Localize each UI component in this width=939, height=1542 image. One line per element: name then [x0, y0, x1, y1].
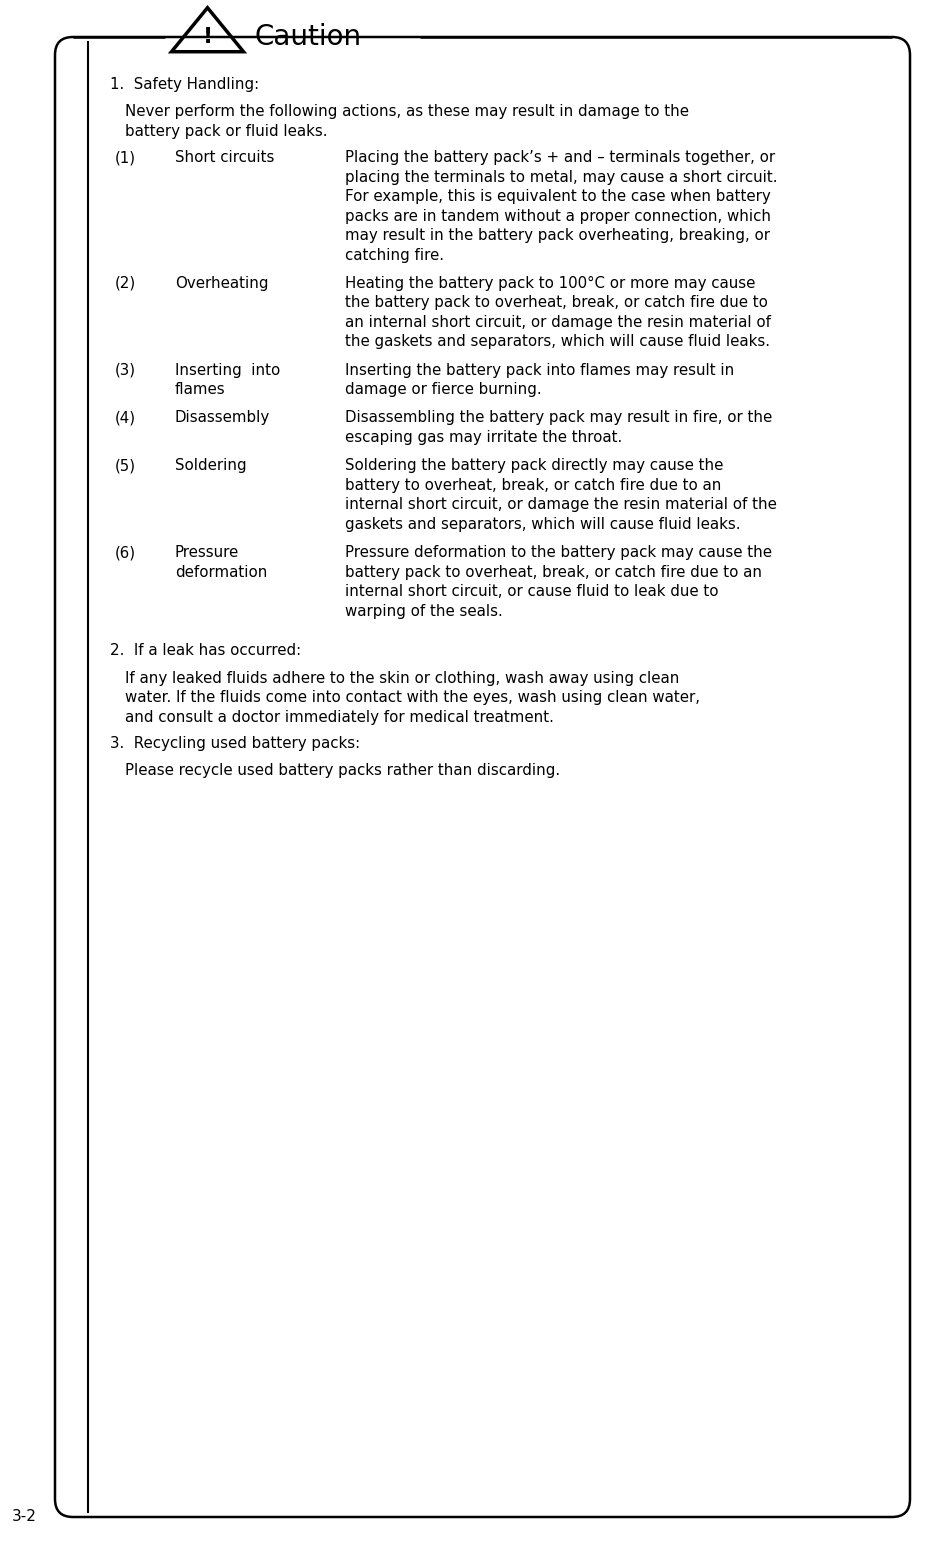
FancyBboxPatch shape — [55, 37, 910, 1517]
Text: Never perform the following actions, as these may result in damage to the: Never perform the following actions, as … — [125, 105, 689, 119]
Text: Caution: Caution — [255, 23, 362, 51]
Text: Please recycle used battery packs rather than discarding.: Please recycle used battery packs rather… — [125, 763, 561, 779]
Text: damage or fierce burning.: damage or fierce burning. — [345, 382, 542, 398]
Text: Soldering the battery pack directly may cause the: Soldering the battery pack directly may … — [345, 458, 723, 473]
Text: 3-2: 3-2 — [12, 1510, 37, 1523]
Text: water. If the fluids come into contact with the eyes, wash using clean water,: water. If the fluids come into contact w… — [125, 691, 700, 705]
Text: If any leaked fluids adhere to the skin or clothing, wash away using clean: If any leaked fluids adhere to the skin … — [125, 671, 680, 686]
Text: (6): (6) — [115, 544, 136, 560]
Text: may result in the battery pack overheating, breaking, or: may result in the battery pack overheati… — [345, 228, 770, 244]
Text: Short circuits: Short circuits — [175, 150, 274, 165]
Text: Heating the battery pack to 100°C or more may cause: Heating the battery pack to 100°C or mor… — [345, 276, 755, 291]
Text: the battery pack to overheat, break, or catch fire due to: the battery pack to overheat, break, or … — [345, 296, 768, 310]
Text: 1.  Safety Handling:: 1. Safety Handling: — [110, 77, 259, 93]
Text: Overheating: Overheating — [175, 276, 269, 291]
Text: Disassembly: Disassembly — [175, 410, 270, 426]
Text: escaping gas may irritate the throat.: escaping gas may irritate the throat. — [345, 430, 623, 446]
Text: and consult a doctor immediately for medical treatment.: and consult a doctor immediately for med… — [125, 709, 554, 725]
Text: the gaskets and separators, which will cause fluid leaks.: the gaskets and separators, which will c… — [345, 335, 770, 350]
Text: 3.  Recycling used battery packs:: 3. Recycling used battery packs: — [110, 736, 361, 751]
Text: an internal short circuit, or damage the resin material of: an internal short circuit, or damage the… — [345, 315, 771, 330]
Text: battery pack or fluid leaks.: battery pack or fluid leaks. — [125, 123, 328, 139]
Text: deformation: deformation — [175, 564, 268, 580]
Text: (1): (1) — [115, 150, 136, 165]
Text: internal short circuit, or damage the resin material of the: internal short circuit, or damage the re… — [345, 497, 777, 512]
Text: Placing the battery pack’s + and – terminals together, or: Placing the battery pack’s + and – termi… — [345, 150, 775, 165]
Text: Pressure deformation to the battery pack may cause the: Pressure deformation to the battery pack… — [345, 544, 772, 560]
Text: catching fire.: catching fire. — [345, 248, 444, 262]
Text: flames: flames — [175, 382, 225, 398]
Text: warping of the seals.: warping of the seals. — [345, 603, 502, 618]
Text: Inserting  into: Inserting into — [175, 362, 280, 378]
Text: Inserting the battery pack into flames may result in: Inserting the battery pack into flames m… — [345, 362, 734, 378]
Text: battery pack to overheat, break, or catch fire due to an: battery pack to overheat, break, or catc… — [345, 564, 762, 580]
Text: Soldering: Soldering — [175, 458, 247, 473]
Text: packs are in tandem without a proper connection, which: packs are in tandem without a proper con… — [345, 208, 771, 224]
Text: (4): (4) — [115, 410, 136, 426]
Text: (3): (3) — [115, 362, 136, 378]
Text: Disassembling the battery pack may result in fire, or the: Disassembling the battery pack may resul… — [345, 410, 772, 426]
Text: placing the terminals to metal, may cause a short circuit.: placing the terminals to metal, may caus… — [345, 170, 777, 185]
Text: 2.  If a leak has occurred:: 2. If a leak has occurred: — [110, 643, 301, 658]
Text: internal short circuit, or cause fluid to leak due to: internal short circuit, or cause fluid t… — [345, 584, 718, 598]
Text: (5): (5) — [115, 458, 136, 473]
Text: For example, this is equivalent to the case when battery: For example, this is equivalent to the c… — [345, 190, 771, 204]
Text: (2): (2) — [115, 276, 136, 291]
Text: gaskets and separators, which will cause fluid leaks.: gaskets and separators, which will cause… — [345, 517, 741, 532]
Text: Pressure: Pressure — [175, 544, 239, 560]
Text: !: ! — [203, 28, 212, 46]
Text: battery to overheat, break, or catch fire due to an: battery to overheat, break, or catch fir… — [345, 478, 721, 493]
